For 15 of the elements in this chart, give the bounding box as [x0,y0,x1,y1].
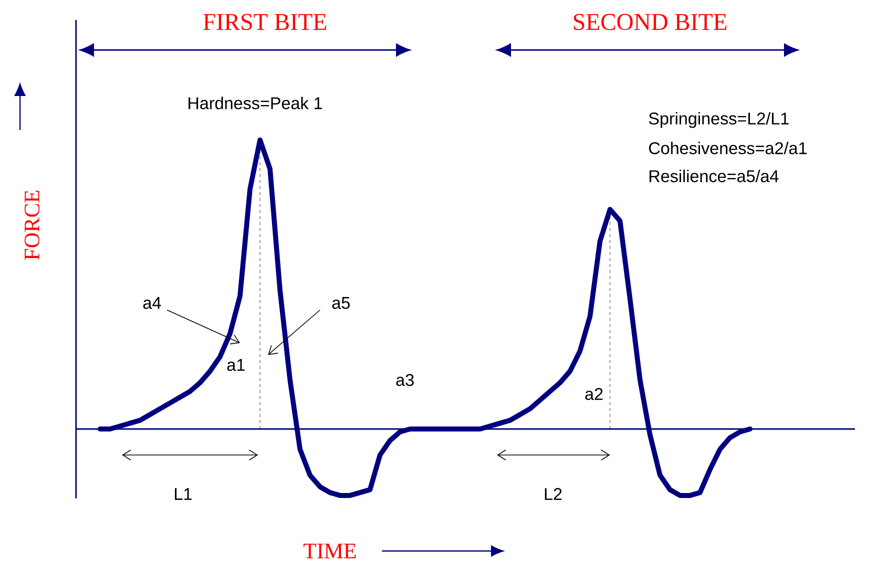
text: Springiness=L2/L1 [648,112,789,128]
annotation: a5 [332,297,350,309]
annotation: L2 [544,488,562,500]
x-axis-title: TIME [304,544,356,558]
annotation: Resilience=a5/a4 [650,170,779,182]
text: SECOND BITE [574,14,726,30]
annotation: a3 [396,374,414,386]
annotation: a1 [227,359,245,371]
text: FIRST BITE [203,14,326,30]
text: Hardness=Peak 1 [188,96,322,110]
annotation: L1 [174,488,192,500]
annotation: a4 [143,297,161,309]
annotation: a2 [585,388,603,400]
y-axis-title: FORCE [24,190,40,260]
annotation: Cohesiveness=a2/a1 [649,142,807,154]
